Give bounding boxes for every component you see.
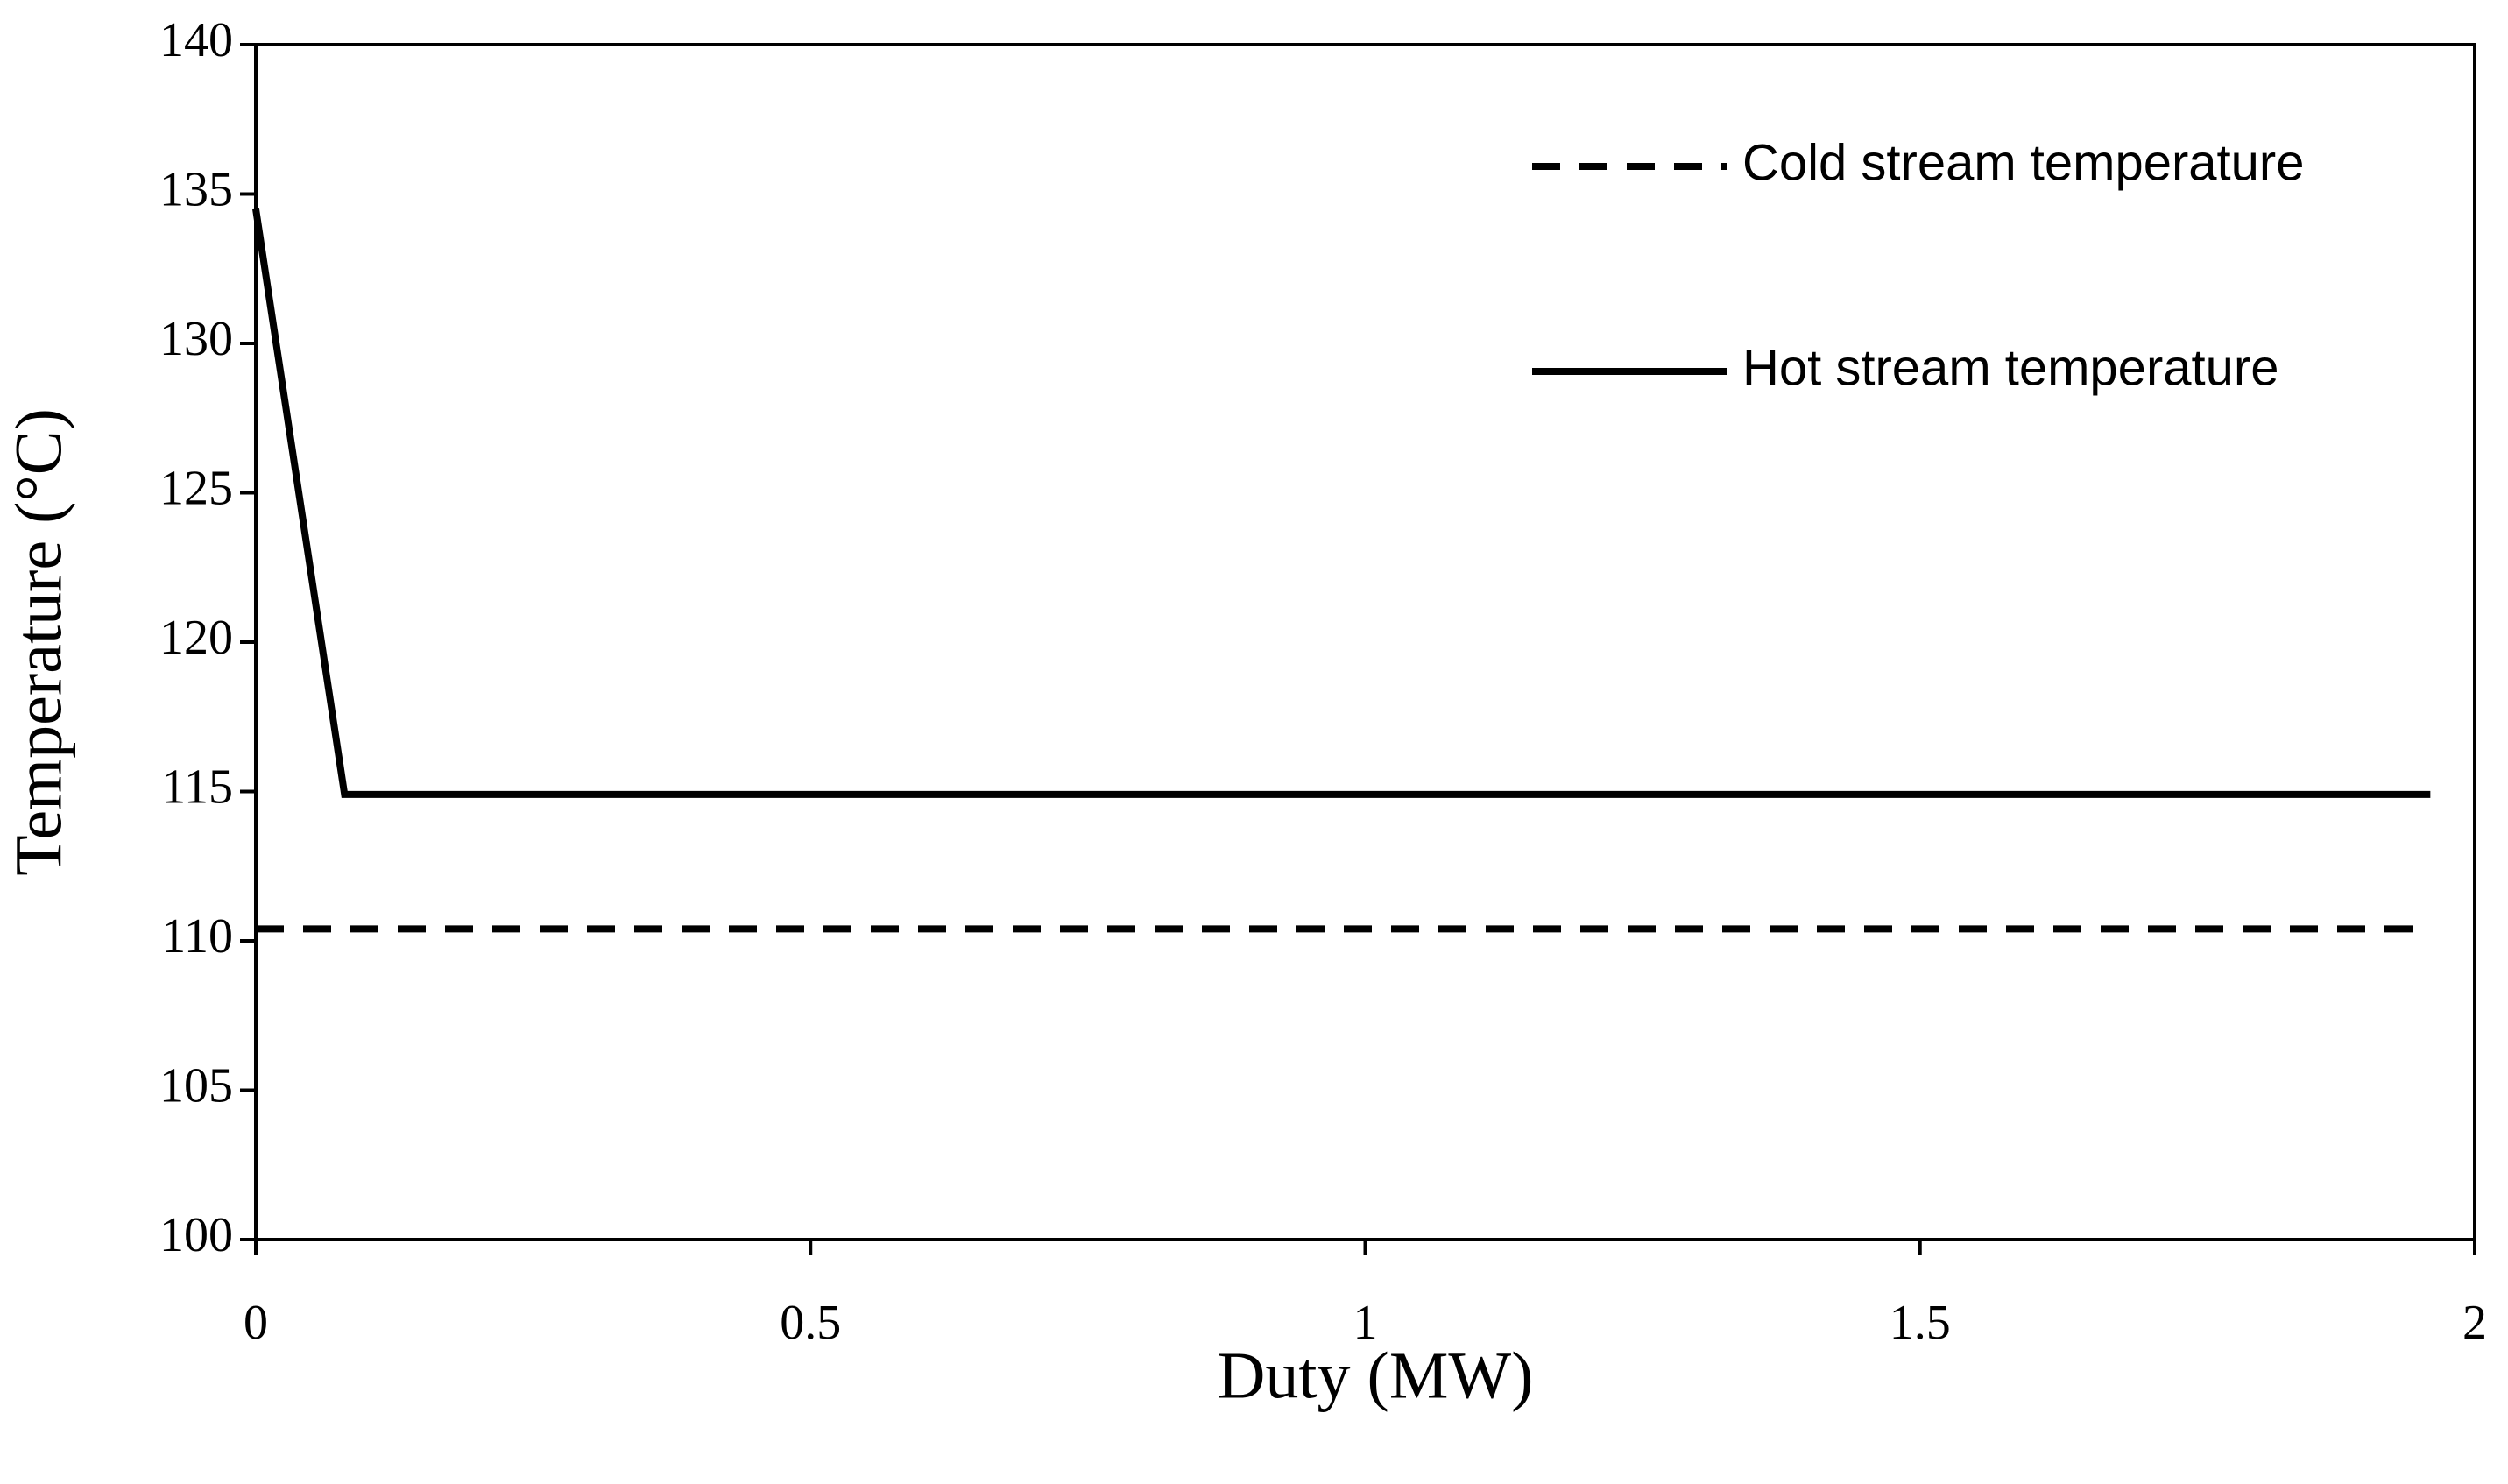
y-tick-label: 130	[159, 312, 233, 366]
legend-label: Hot stream temperature	[1742, 339, 2278, 396]
x-tick-label: 0.5	[780, 1296, 841, 1350]
y-tick-label: 100	[159, 1208, 233, 1262]
y-tick-label: 140	[159, 13, 233, 67]
x-tick-label: 0	[244, 1296, 268, 1350]
x-axis-title: Duty (MW)	[1218, 1339, 1534, 1412]
y-axis-title: Temperature (°C)	[2, 408, 75, 876]
x-tick-label: 1.5	[1890, 1296, 1951, 1350]
y-tick-label: 120	[159, 611, 233, 665]
y-tick-label: 135	[159, 162, 233, 216]
y-tick-label: 125	[159, 461, 233, 515]
y-tick-label: 105	[159, 1058, 233, 1113]
y-tick-label: 115	[161, 760, 233, 814]
plot-frame	[254, 43, 2476, 1241]
y-tick-label: 110	[161, 909, 233, 964]
x-tick-label: 1	[1353, 1296, 1378, 1350]
x-tick-label: 2	[2462, 1296, 2487, 1350]
legend-label: Cold stream temperature	[1742, 134, 2304, 191]
series-line	[252, 208, 2431, 798]
